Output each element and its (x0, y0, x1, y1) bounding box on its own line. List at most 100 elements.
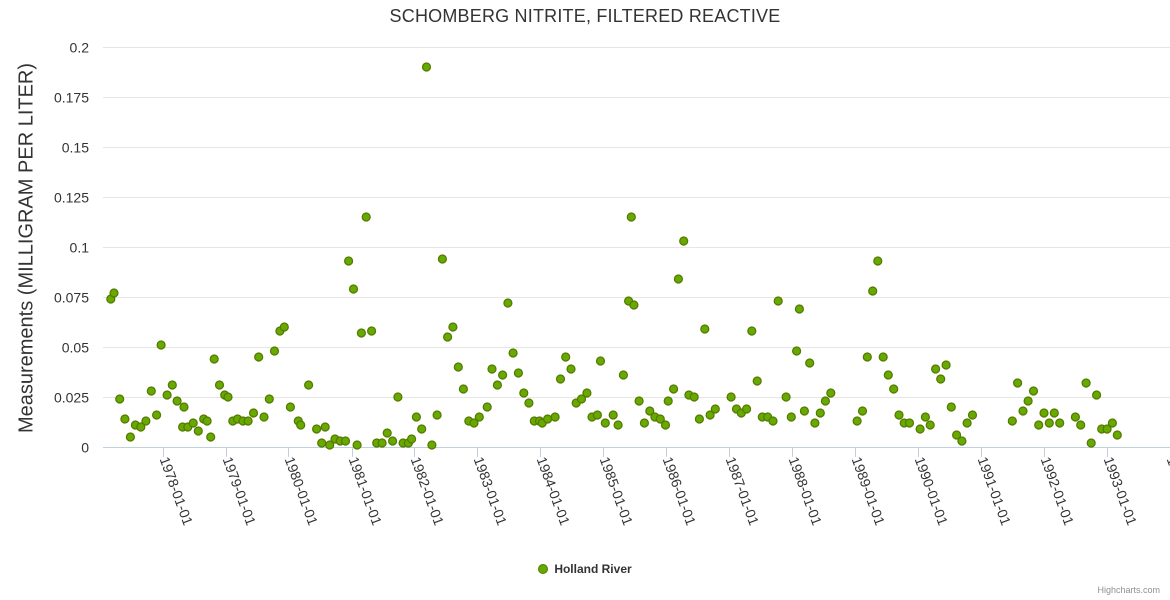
data-point[interactable] (367, 326, 377, 336)
data-point[interactable] (542, 414, 553, 424)
data-point[interactable] (296, 420, 306, 430)
data-point[interactable] (269, 346, 280, 356)
data-point[interactable] (1023, 396, 1033, 406)
data-point[interactable] (1081, 378, 1091, 388)
data-point[interactable] (941, 360, 951, 370)
data-point[interactable] (799, 406, 810, 416)
data-point[interactable] (889, 384, 899, 394)
data-point[interactable] (663, 396, 673, 406)
data-point[interactable] (820, 396, 831, 406)
data-point[interactable] (320, 422, 330, 432)
data-point[interactable] (356, 328, 366, 338)
data-point[interactable] (172, 396, 182, 406)
data-point[interactable] (726, 392, 736, 402)
data-point[interactable] (202, 416, 212, 426)
data-point[interactable] (508, 348, 518, 358)
data-point[interactable] (141, 416, 151, 426)
data-point[interactable] (340, 436, 351, 446)
data-point[interactable] (259, 412, 269, 422)
data-point[interactable] (930, 364, 941, 374)
data-point[interactable] (626, 212, 636, 222)
legend-item-holland-river[interactable]: Holland River (538, 562, 632, 576)
data-point[interactable] (162, 390, 172, 400)
data-point[interactable] (1049, 408, 1059, 418)
data-point[interactable] (600, 418, 610, 428)
data-point[interactable] (1018, 406, 1028, 416)
data-point[interactable] (223, 392, 233, 402)
data-point[interactable] (115, 394, 125, 404)
data-point[interactable] (679, 236, 689, 246)
data-point[interactable] (519, 388, 529, 398)
data-point[interactable] (254, 352, 264, 362)
data-point[interactable] (248, 408, 259, 418)
data-point[interactable] (312, 424, 322, 434)
data-point[interactable] (304, 380, 314, 390)
data-point[interactable] (109, 288, 119, 298)
data-point[interactable] (962, 418, 972, 428)
data-point[interactable] (432, 410, 442, 420)
data-point[interactable] (188, 418, 198, 428)
data-point[interactable] (474, 412, 484, 422)
data-point[interactable] (791, 346, 802, 356)
data-point[interactable] (618, 370, 629, 380)
data-point[interactable] (957, 436, 967, 446)
data-point[interactable] (592, 410, 603, 420)
data-point[interactable] (1007, 416, 1017, 426)
data-point[interactable] (407, 434, 417, 444)
data-point[interactable] (920, 412, 931, 422)
data-point[interactable] (1102, 424, 1112, 434)
data-point[interactable] (1112, 430, 1122, 440)
data-point[interactable] (608, 410, 618, 420)
data-point[interactable] (206, 432, 216, 442)
data-point[interactable] (710, 404, 720, 414)
data-point[interactable] (645, 406, 655, 416)
data-point[interactable] (786, 412, 796, 422)
data-point[interactable] (377, 438, 387, 448)
data-point[interactable] (673, 274, 684, 284)
data-point[interactable] (458, 384, 468, 394)
data-point[interactable] (382, 428, 392, 438)
data-point[interactable] (352, 440, 362, 450)
data-point[interactable] (503, 298, 513, 308)
data-point[interactable] (1107, 418, 1118, 428)
data-point[interactable] (156, 340, 166, 350)
data-point[interactable] (773, 296, 783, 306)
data-point[interactable] (904, 418, 915, 428)
data-point[interactable] (285, 402, 295, 412)
data-point[interactable] (634, 396, 644, 406)
data-point[interactable] (694, 414, 705, 424)
data-point[interactable] (411, 412, 421, 422)
data-point[interactable] (857, 406, 868, 416)
data-point[interactable] (576, 394, 587, 404)
data-point[interactable] (826, 388, 836, 398)
data-point[interactable] (883, 370, 893, 380)
data-point[interactable] (498, 370, 508, 380)
data-point[interactable] (417, 424, 427, 434)
data-point[interactable] (348, 284, 359, 294)
data-point[interactable] (152, 410, 162, 420)
data-point[interactable] (946, 402, 956, 412)
data-point[interactable] (768, 416, 778, 426)
data-point[interactable] (1091, 390, 1102, 400)
data-point[interactable] (629, 300, 639, 310)
data-point[interactable] (317, 438, 327, 448)
data-point[interactable] (393, 392, 403, 402)
data-point[interactable] (815, 408, 825, 418)
legend[interactable]: Holland River (0, 562, 1170, 577)
data-point[interactable] (437, 254, 447, 264)
data-point[interactable] (453, 362, 463, 372)
data-point[interactable] (936, 374, 946, 384)
data-point[interactable] (805, 358, 815, 368)
data-point[interactable] (915, 424, 925, 434)
data-point[interactable] (582, 388, 592, 398)
data-point[interactable] (781, 392, 791, 402)
data-point[interactable] (705, 410, 715, 420)
data-point[interactable] (862, 352, 872, 362)
data-point[interactable] (550, 412, 560, 422)
data-point[interactable] (660, 420, 671, 430)
data-point[interactable] (741, 404, 752, 414)
data-point[interactable] (443, 332, 453, 342)
data-point[interactable] (752, 376, 762, 386)
data-point[interactable] (361, 212, 371, 222)
data-point[interactable] (852, 416, 862, 426)
